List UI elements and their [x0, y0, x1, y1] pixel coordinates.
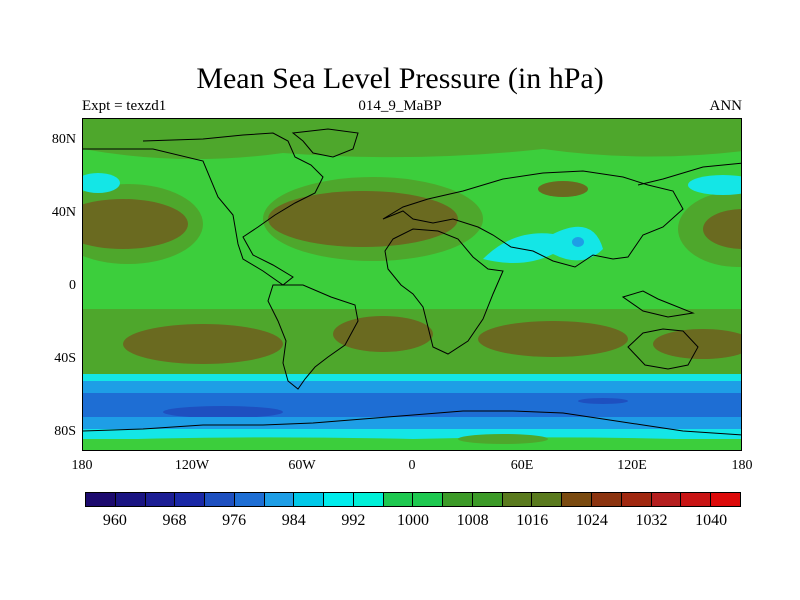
colorbar-swatch — [592, 493, 622, 506]
colorbar-label: 992 — [341, 512, 366, 529]
colorbar-swatch — [711, 493, 740, 506]
coast-africa — [384, 228, 504, 355]
colorbar-swatch — [502, 493, 533, 506]
colorbar-swatch — [294, 493, 325, 506]
epac-high-inner — [703, 209, 741, 249]
asian-low-core — [572, 237, 584, 247]
experiment-label: Expt = texzd1 — [82, 98, 167, 114]
aus-high — [653, 329, 741, 359]
colorbar-label: 1008 — [456, 512, 489, 529]
colorbar-swatch — [205, 493, 235, 506]
coast-eurasia — [382, 170, 684, 268]
coastlines — [83, 128, 741, 436]
colorbar-label: 1032 — [635, 512, 668, 529]
southern-lower-cyan — [83, 429, 741, 439]
natl-high-inner — [268, 191, 458, 247]
colorbar-swatch — [264, 493, 295, 506]
colorbar-label: 984 — [281, 512, 306, 529]
southern-dark-low-2 — [578, 398, 628, 404]
y-tick-40n: 40N — [51, 205, 76, 220]
coast-north-america — [83, 132, 324, 286]
arctic-high-lobe — [83, 119, 741, 160]
x-tick-60w: 60W — [288, 458, 316, 473]
colorbar-swatch — [234, 493, 265, 506]
antarctic-high — [458, 434, 548, 444]
pressure-map — [82, 118, 742, 451]
x-tick-0: 0 — [408, 458, 416, 473]
coast-south-america — [267, 284, 359, 390]
y-tick-0: 0 — [69, 278, 76, 293]
colorbar-swatch — [324, 493, 354, 506]
antarctic-field — [83, 437, 741, 450]
coast-east-asia — [637, 162, 741, 186]
aleutian-low — [83, 173, 120, 193]
colorbar — [85, 492, 741, 507]
x-tick-120w: 120W — [174, 458, 210, 473]
colorbar-swatch — [443, 493, 473, 506]
colorbar-swatch — [115, 493, 146, 506]
colorbar-label: 960 — [102, 512, 127, 529]
map-svg — [83, 119, 741, 450]
colorbar-swatch — [383, 493, 414, 506]
x-tick-180w: 180 — [71, 458, 93, 473]
colorbar-swatch — [562, 493, 593, 506]
colorbar-swatch — [472, 493, 503, 506]
colorbar-swatch — [353, 493, 384, 506]
coast-greenland — [291, 128, 359, 158]
npac-high-inner — [83, 199, 188, 249]
colorbar-swatch — [86, 493, 116, 506]
coast-indonesia — [621, 290, 695, 318]
colorbar-swatch — [145, 493, 176, 506]
colorbar-swatch — [413, 493, 444, 506]
season-label: ANN — [709, 98, 743, 114]
colorbar-swatch — [175, 493, 206, 506]
sind-high — [478, 321, 628, 357]
iceland-low — [688, 175, 741, 195]
colorbar-swatch — [621, 493, 652, 506]
colorbar-label: 1000 — [397, 512, 429, 529]
coast-australia — [627, 328, 699, 370]
southern-lower-blue — [83, 417, 741, 429]
colorbar-swatch — [651, 493, 682, 506]
colorbar-label: 976 — [222, 512, 247, 529]
x-tick-60e: 60E — [510, 458, 534, 473]
colorbar-label: 1040 — [695, 512, 728, 529]
map-title: Mean Sea Level Pressure (in hPa) — [196, 62, 604, 95]
x-tick-180e: 180 — [731, 458, 753, 473]
coast-antarctica — [83, 410, 741, 436]
y-tick-80s: 80S — [54, 424, 76, 439]
x-tick-120e: 120E — [617, 458, 647, 473]
colorbar-swatch — [532, 493, 563, 506]
southern-lightblue-band — [83, 381, 741, 393]
asia-high — [538, 181, 588, 197]
spac-high — [123, 324, 283, 364]
y-tick-40s: 40S — [54, 351, 76, 366]
asian-low — [483, 226, 603, 263]
colorbar-swatch — [681, 493, 712, 506]
satl-high — [333, 316, 433, 352]
time-label: 014_9_MaBP — [358, 98, 442, 114]
southern-dark-low — [163, 406, 283, 418]
colorbar-label: 1016 — [516, 512, 549, 529]
colorbar-label: 968 — [162, 512, 187, 529]
colorbar-label: 1024 — [575, 512, 608, 529]
y-tick-80n: 80N — [51, 132, 76, 147]
